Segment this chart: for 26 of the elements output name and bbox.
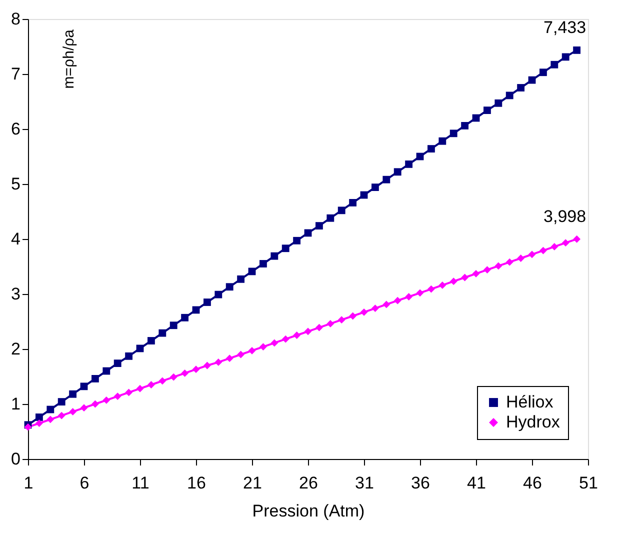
annotation: 7,433 (544, 18, 586, 38)
legend-label: Hydrox (506, 412, 560, 432)
y-tick-label: 2 (11, 340, 20, 358)
y-tick-label: 1 (11, 394, 20, 414)
y-tick-label: 6 (11, 120, 20, 138)
x-tick-label: 51 (579, 474, 598, 492)
x-tick-label: 21 (243, 474, 262, 492)
x-tick-label: 16 (187, 474, 206, 492)
y-tick-label: 0 (11, 450, 20, 468)
x-tick-label: 26 (299, 474, 318, 492)
x-tick-label: 36 (411, 474, 430, 492)
y-tick-label: 7 (11, 64, 20, 84)
x-tick-label: 31 (355, 474, 374, 492)
x-tick-label: 46 (523, 474, 542, 492)
x-axis-title: Pression (Atm) (252, 502, 365, 520)
x-tick-label: 41 (467, 474, 486, 492)
y-axis-title: m=ρh/ρa (60, 28, 78, 89)
y-tick-label: 4 (11, 230, 20, 248)
y-tick-label: 8 (11, 10, 20, 28)
x-tick-label: 11 (132, 474, 150, 492)
annotation: 3,998 (544, 207, 586, 226)
y-tick-label: 5 (11, 174, 20, 194)
legend-label: Héliox (506, 392, 554, 412)
y-tick-label: 3 (11, 284, 20, 304)
x-tick-label: 6 (80, 474, 90, 492)
x-tick-label: 1 (24, 474, 34, 492)
